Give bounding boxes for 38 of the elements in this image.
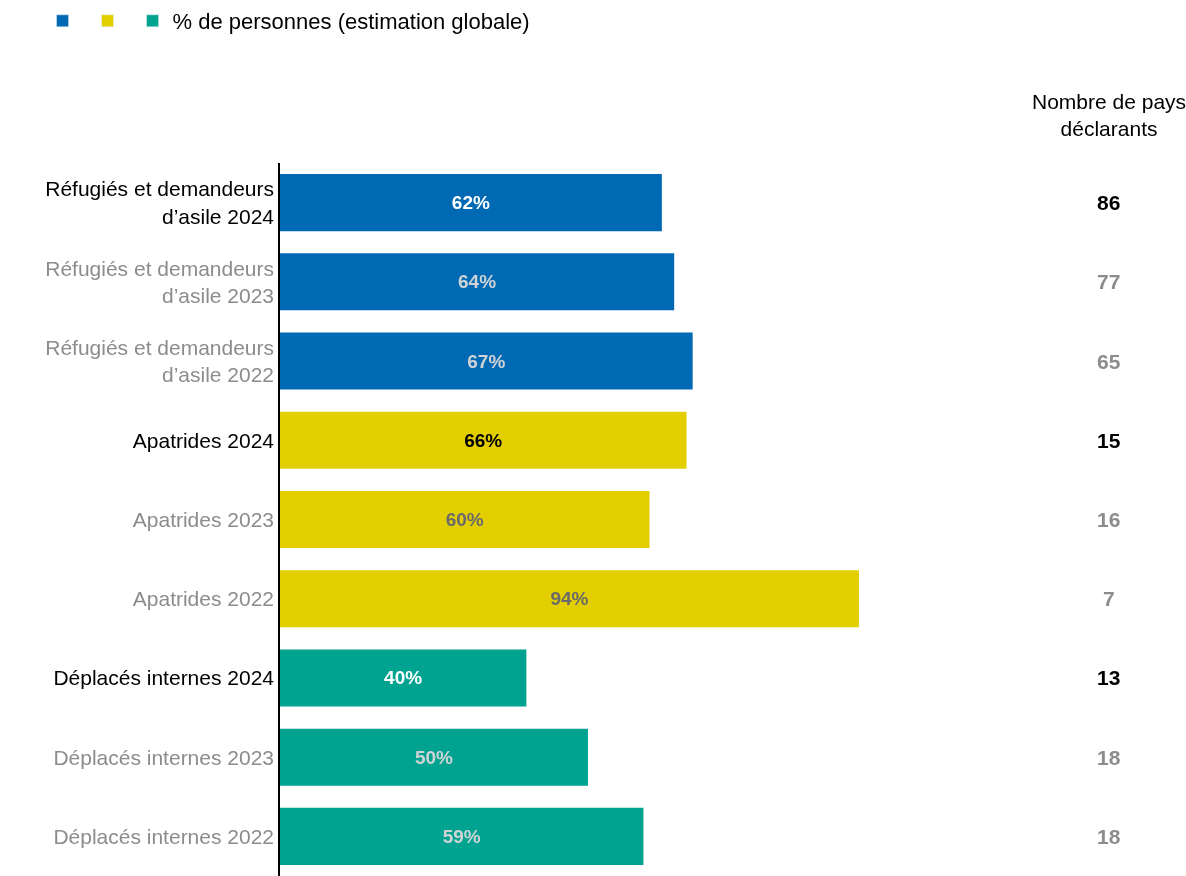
y-tick-label: Déplacés internes 2023 xyxy=(53,745,275,769)
text: 65 xyxy=(1097,350,1121,373)
y-tick-label: Réfugiés et demandeurs d’asile 2022 xyxy=(45,335,275,387)
bar xyxy=(280,570,859,628)
text: 77 xyxy=(1097,270,1121,293)
y-tick-label: Réfugiés et demandeurs d’asile 2024 xyxy=(45,177,275,228)
y-tick-label: Déplacés internes 2024 xyxy=(53,666,275,690)
text: Nombre de pays déclarants xyxy=(1032,90,1186,141)
bar xyxy=(280,253,675,311)
text: 86 xyxy=(1097,191,1121,214)
data-label: 40% xyxy=(384,667,423,689)
text: 15 xyxy=(1097,429,1121,452)
data-label: 64% xyxy=(458,271,497,293)
bar xyxy=(280,649,527,707)
legend-label: % de personnes (estimation globale) xyxy=(172,9,530,35)
text: 18 xyxy=(1097,746,1121,769)
text: 18 xyxy=(1097,825,1121,848)
text: 7 xyxy=(1103,587,1115,610)
data-label: 59% xyxy=(442,825,481,847)
data-label: 94% xyxy=(550,588,589,610)
bar xyxy=(280,490,650,549)
y-tick-label: Apatrides 2022 xyxy=(132,587,275,611)
y-tick-label: Réfugiés et demandeurs d’asile 2023 xyxy=(45,256,275,307)
data-label: 62% xyxy=(451,192,490,214)
bar xyxy=(280,174,662,232)
bar xyxy=(280,411,687,469)
text: 13 xyxy=(1097,666,1121,689)
y-tick-label: Déplacés internes 2022 xyxy=(53,824,275,848)
data-label: 66% xyxy=(464,429,503,451)
text: 16 xyxy=(1097,508,1121,531)
bar xyxy=(280,728,588,786)
data-label: 50% xyxy=(414,746,454,768)
data-label: 67% xyxy=(467,350,506,372)
bar xyxy=(280,807,644,865)
y-tick-label: Apatrides 2024 xyxy=(132,428,275,452)
y-tick-label: Apatrides 2023 xyxy=(132,507,275,531)
data-label: 60% xyxy=(445,509,484,530)
bar xyxy=(280,332,693,390)
